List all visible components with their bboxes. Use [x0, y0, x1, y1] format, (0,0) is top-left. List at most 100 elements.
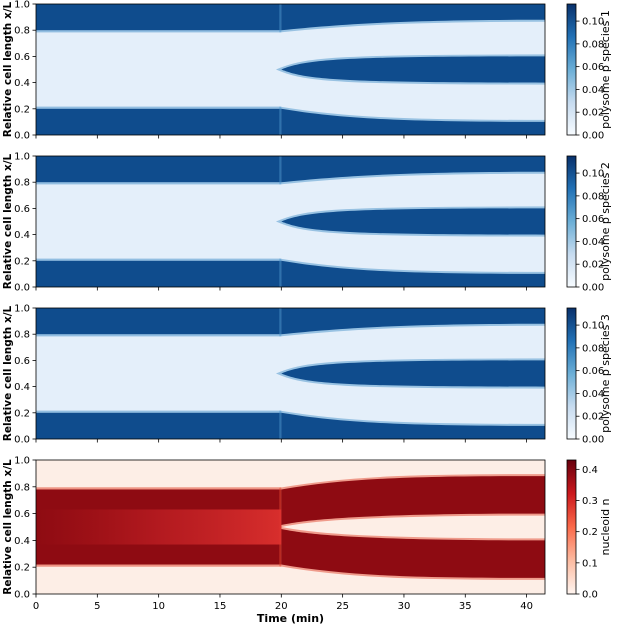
colorbar-tick-label: 0.4 — [582, 465, 598, 476]
band-after-3 — [281, 156, 545, 183]
y-tick-label: 0.2 — [14, 104, 30, 115]
colorbar-tick-label: 0.04 — [582, 85, 604, 96]
colorbar-tick-label: 0.04 — [582, 389, 604, 400]
y-tick-label: 0.0 — [14, 283, 30, 294]
colorbar-gradient — [566, 3, 577, 136]
nucleoid-core — [36, 509, 282, 545]
colorbar-tick-label: 0.10 — [582, 17, 604, 28]
band-after-2 — [281, 208, 545, 235]
y-axis-label: Relative cell length x/L — [2, 459, 14, 595]
colorbar-tick-label: 0.02 — [582, 412, 604, 423]
plot-frame — [35, 459, 546, 595]
y-tick-label: 0.2 — [14, 563, 30, 574]
plot-frame — [35, 155, 546, 288]
y-tick-label: 0.4 — [14, 78, 30, 89]
colorbar-tick-label: 0.06 — [582, 214, 604, 225]
y-tick-label: 0.4 — [14, 230, 30, 241]
band-after-1 — [281, 529, 545, 578]
band-before-1 — [36, 260, 282, 287]
colorbar-tick-label: 0.00 — [582, 131, 604, 142]
y-tick-label: 0.8 — [14, 26, 30, 37]
colorbar-tick-label: 0.3 — [582, 496, 598, 507]
x-tick-label: 10 — [152, 601, 165, 612]
colorbar-tick-label: 0.1 — [582, 558, 598, 569]
colorbar-tick-label: 0.0 — [582, 590, 598, 601]
band-before-2 — [36, 156, 282, 183]
band-after-3 — [281, 308, 545, 335]
colorbar-tick-label: 0.02 — [582, 260, 604, 271]
band-after-1 — [281, 412, 545, 439]
colorbar-tick-label: 0.02 — [582, 108, 604, 119]
y-tick-label: 0.8 — [14, 482, 30, 493]
y-tick-label: 1.0 — [14, 304, 30, 315]
colorbar-tick-label: 0.2 — [582, 527, 598, 538]
colorbar-tick-label: 0.10 — [582, 321, 604, 332]
colorbar-gradient — [566, 307, 577, 440]
band-before-1 — [36, 108, 282, 135]
colorbar-tick-label: 0.06 — [582, 62, 604, 73]
colorbar-tick-label: 0.08 — [582, 39, 604, 50]
y-tick-label: 1.0 — [14, 456, 30, 467]
colorbar-label: polysome p species 3 — [599, 314, 612, 433]
band-after-3 — [281, 4, 545, 31]
x-tick-label: 40 — [520, 601, 533, 612]
y-tick-label: 1.0 — [14, 152, 30, 163]
y-axis-label: Relative cell length x/L — [2, 305, 14, 441]
colorbar-tick-label: 0.00 — [582, 435, 604, 446]
y-tick-label: 0.6 — [14, 509, 30, 520]
band-after-1 — [281, 260, 545, 287]
colorbar-tick-label: 0.06 — [582, 366, 604, 377]
band-after-2 — [281, 476, 545, 525]
colorbar-gradient — [566, 155, 577, 288]
colorbar-label: polysome p species 2 — [599, 162, 612, 281]
y-tick-label: 0.0 — [14, 590, 30, 601]
y-axis-label: Relative cell length x/L — [2, 153, 14, 289]
y-tick-label: 0.0 — [14, 435, 30, 446]
y-axis-label: Relative cell length x/L — [2, 1, 14, 137]
y-tick-label: 0.0 — [14, 131, 30, 142]
colorbar-4: 0.0 0.1 0.2 0.3 0.4 nucleoid n — [566, 459, 612, 601]
y-tick-label: 1.0 — [14, 0, 30, 11]
colorbar-tick-label: 0.04 — [582, 237, 604, 248]
y-tick-label: 0.6 — [14, 356, 30, 367]
y-tick-label: 0.8 — [14, 178, 30, 189]
plot-frame — [35, 3, 546, 136]
y-tick-label: 0.2 — [14, 256, 30, 267]
x-tick-label: 15 — [214, 601, 227, 612]
colorbar-label: nucleoid n — [599, 498, 612, 555]
y-tick-label: 0.6 — [14, 52, 30, 63]
y-tick-label: 0.4 — [14, 382, 30, 393]
y-tick-label: 0.8 — [14, 330, 30, 341]
x-tick-label: 35 — [459, 601, 472, 612]
colorbar-tick-label: 0.08 — [582, 191, 604, 202]
x-axis-label: Time (min) — [257, 612, 324, 624]
band-before-2 — [36, 4, 282, 31]
colorbar-label: polysome p species 1 — [599, 10, 612, 129]
colorbar-gradient — [566, 459, 577, 595]
y-tick-label: 0.4 — [14, 536, 30, 547]
colorbar-tick-label: 0.08 — [582, 343, 604, 354]
y-tick-label: 0.6 — [14, 204, 30, 215]
colorbar-tick-label: 0.00 — [582, 283, 604, 294]
band-after-2 — [281, 360, 545, 387]
plot-frame — [35, 307, 546, 440]
y-tick-label: 0.2 — [14, 408, 30, 419]
band-after-1 — [281, 108, 545, 135]
band-before-2 — [36, 308, 282, 335]
band-before-1 — [36, 412, 282, 439]
colorbar-tick-label: 0.10 — [582, 169, 604, 180]
x-tick-label: 25 — [336, 601, 349, 612]
x-tick-label: 5 — [94, 601, 100, 612]
band-after-2 — [281, 56, 545, 83]
x-tick-label: 0 — [33, 601, 39, 612]
x-tick-label: 30 — [398, 601, 411, 612]
x-tick-label: 20 — [275, 601, 288, 612]
